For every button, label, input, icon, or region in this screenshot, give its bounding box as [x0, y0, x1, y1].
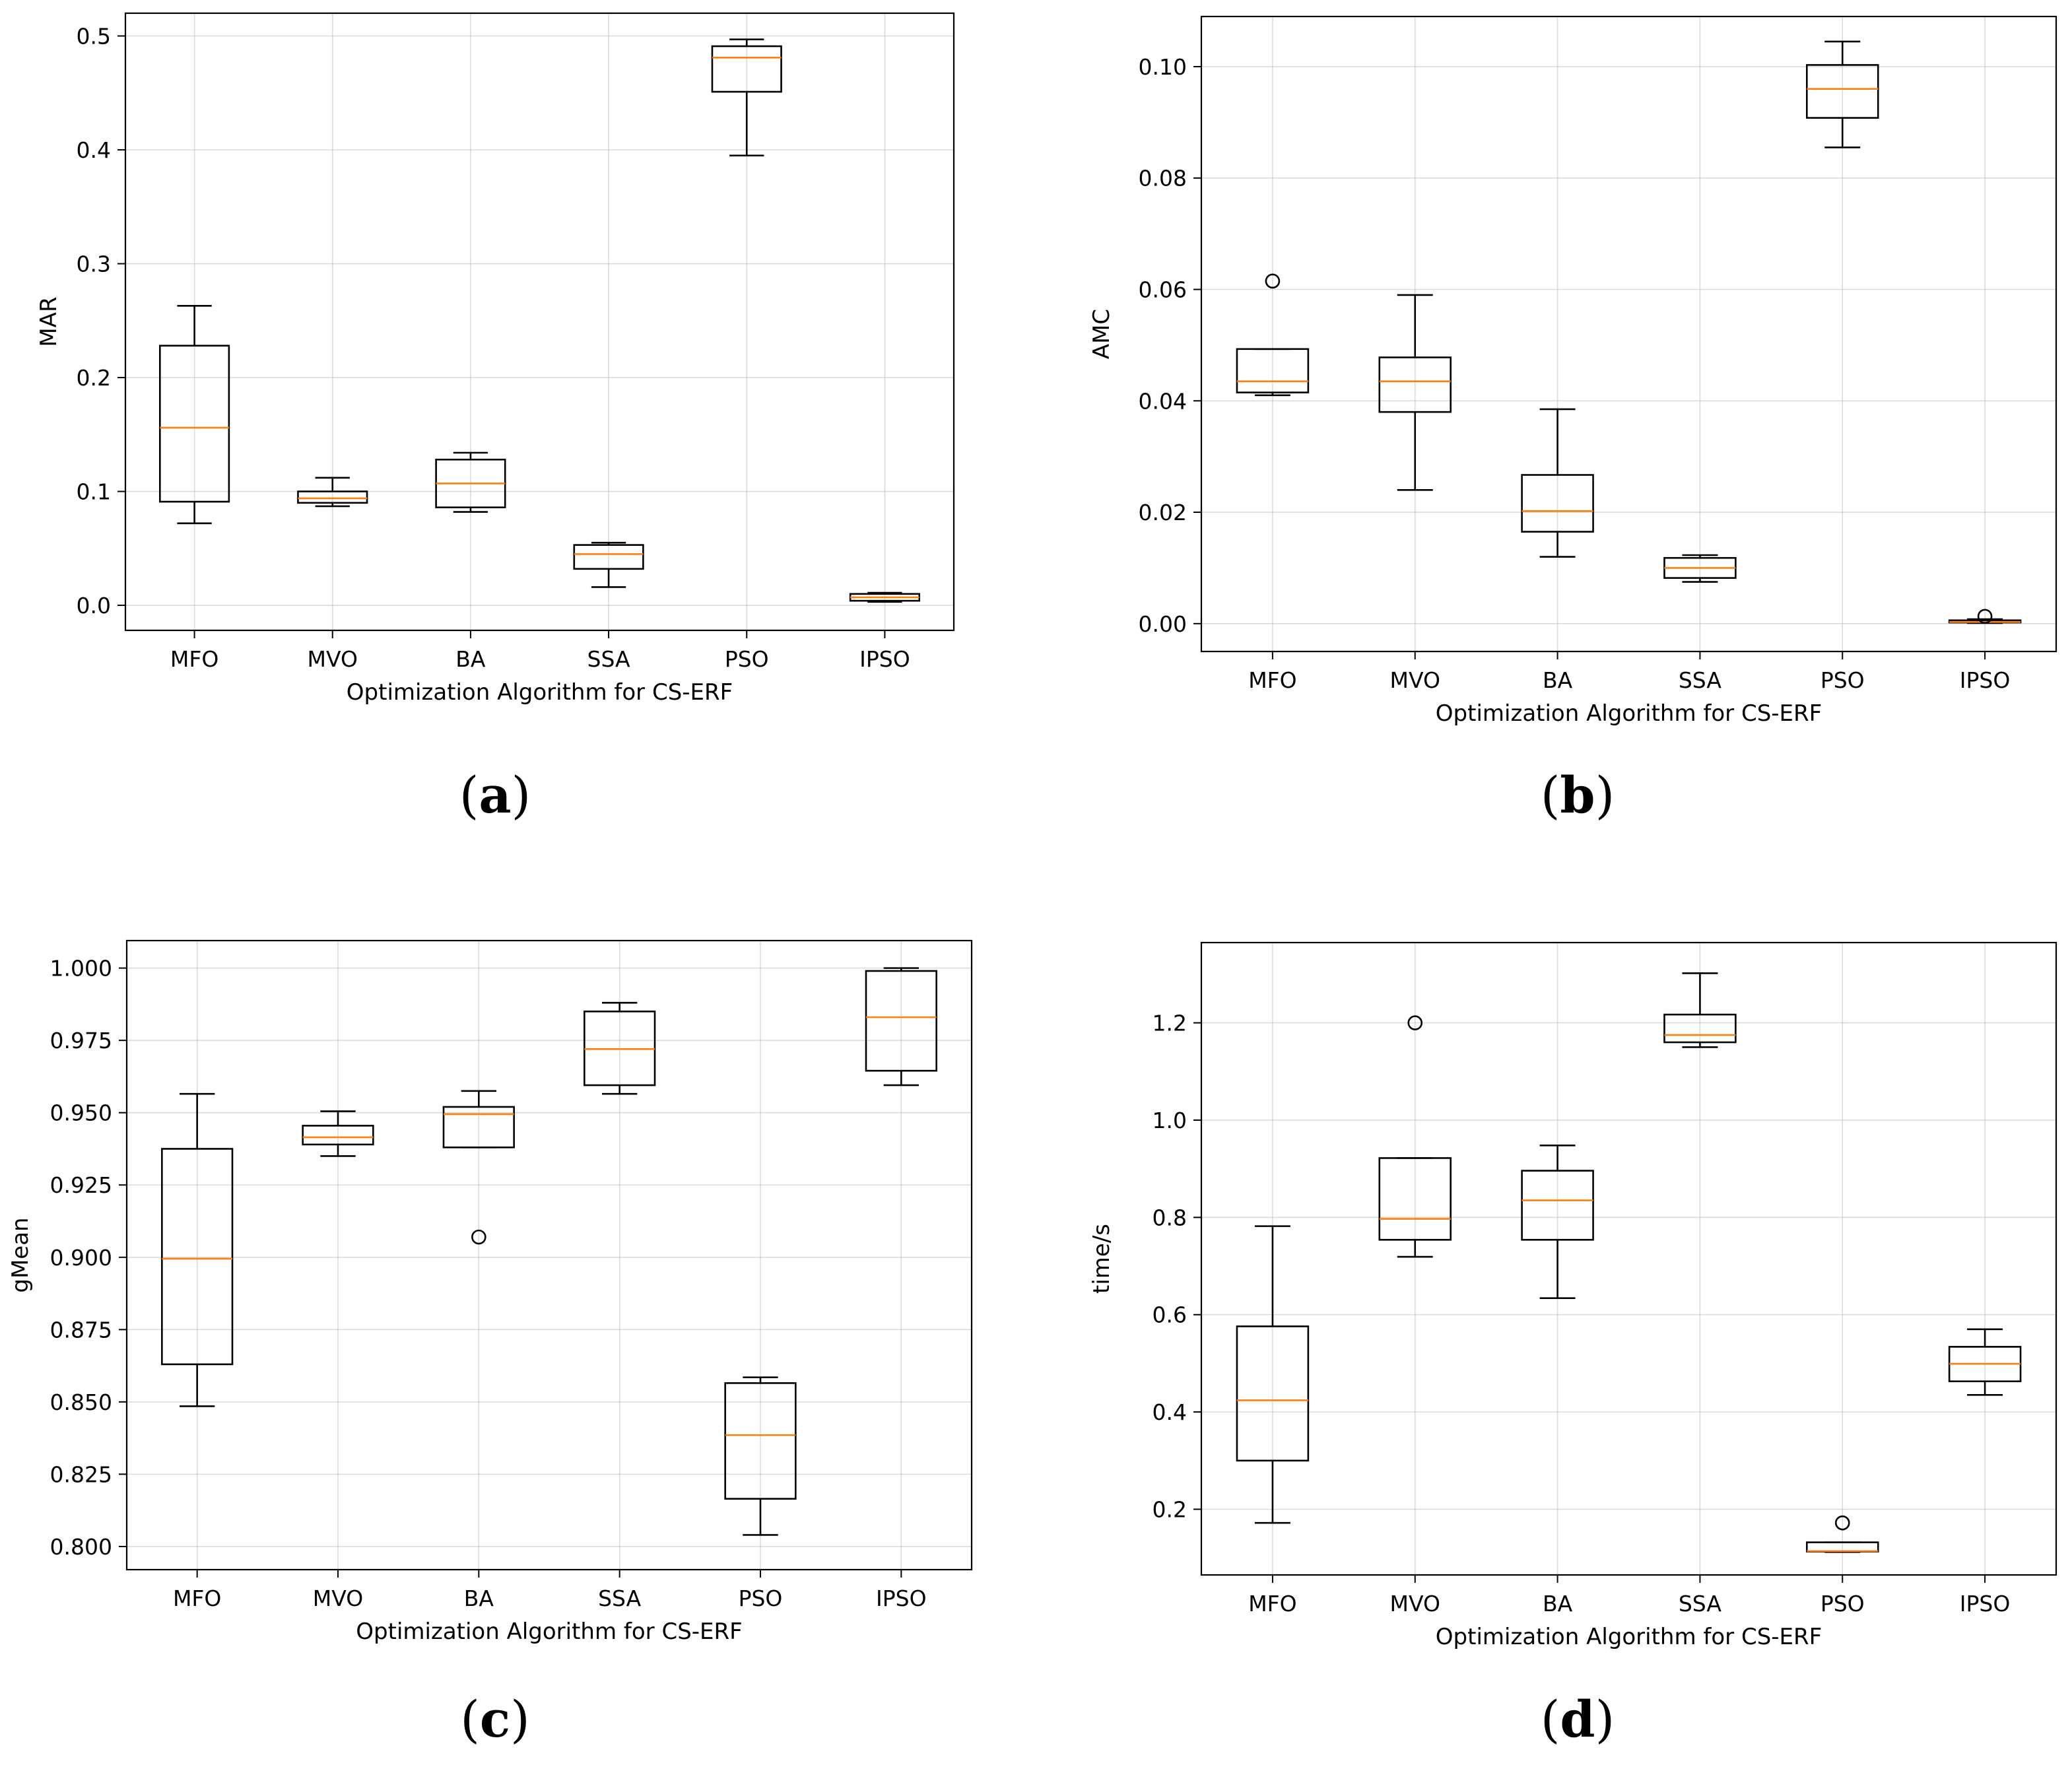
ytick-label: 0.1 [77, 479, 111, 505]
plot-frame [1200, 15, 2057, 653]
ytick-label: 0.00 [1139, 611, 1187, 637]
chart-a: 0.0 0.1 0.2 0.3 0.4 0.5 MFO MVO BA SSA PSO IPSO Opti… [36, 12, 955, 706]
box-ba [442, 1106, 515, 1149]
ytick-label: 0.975 [50, 1028, 112, 1053]
xtick-label-ssa: SSA [1679, 667, 1722, 693]
ytick-label: 0.2 [1153, 1497, 1187, 1523]
xtick-label-ssa: SSA [587, 646, 631, 672]
ytick-label: 0.3 [77, 251, 111, 277]
box-mfo [1236, 348, 1310, 393]
ytick-label: 1.000 [50, 956, 112, 982]
xtick-label-mvo: MVO [1390, 667, 1440, 693]
xtick-label-mfo: MFO [1248, 667, 1296, 693]
xtick-label-mvo: MVO [313, 1585, 363, 1611]
xtick-label-pso: PSO [739, 1585, 783, 1611]
ytick-label: 0.925 [50, 1172, 112, 1198]
box-mvo [1378, 1157, 1452, 1241]
xtick-label-mfo: MFO [1248, 1591, 1296, 1617]
y-axis-label: MAR [36, 296, 62, 347]
plot-frame [1200, 941, 2057, 1576]
x-axis-label: Optimization Algorithm for CS-ERF [1436, 700, 1822, 727]
xtick-label-pso: PSO [1821, 1591, 1865, 1617]
box-ssa [1663, 1013, 1737, 1044]
chart-b: 0.00 0.02 0.04 0.06 0.08 0.10 MFO MVO BA SSA PSO IP… [1088, 15, 2057, 727]
ytick-label: 1.0 [1153, 1108, 1187, 1133]
ytick-label: 0.4 [1153, 1399, 1187, 1425]
ytick-label: 0.02 [1139, 500, 1187, 525]
ytick-label: 0.0 [77, 593, 111, 618]
xtick-label-mvo: MVO [308, 646, 358, 672]
ytick-label: 0.4 [77, 137, 111, 163]
plot-frame [124, 12, 955, 632]
box-mvo [297, 490, 368, 504]
ytick-label: 0.04 [1139, 388, 1187, 414]
box-pso [724, 1382, 797, 1500]
x-axis-label: Optimization Algorithm for CS-ERF [356, 1618, 742, 1645]
flier-pso [1834, 1515, 1850, 1531]
ytick-label: 0.875 [50, 1317, 112, 1343]
ytick-label: 0.10 [1139, 54, 1187, 80]
y-axis-label: time/s [1088, 1224, 1115, 1294]
caption-a: (a) [459, 766, 531, 824]
box-ipso [865, 970, 937, 1072]
box-pso [1805, 64, 1879, 119]
ytick-label: 0.825 [50, 1461, 112, 1487]
xtick-label-ipso: IPSO [859, 646, 910, 672]
y-axis-label: AMC [1088, 309, 1115, 359]
xtick-label-ba: BA [1543, 667, 1573, 693]
flier-mvo [1407, 1015, 1423, 1030]
ytick-label: 1.2 [1153, 1011, 1187, 1036]
xtick-label-mfo: MFO [170, 646, 218, 672]
ytick-label: 0.950 [50, 1100, 112, 1126]
ytick-label: 0.8 [1153, 1205, 1187, 1230]
ytick-label: 0.08 [1139, 166, 1187, 191]
flier-mfo [1265, 273, 1281, 289]
xtick-label-mvo: MVO [1390, 1591, 1440, 1617]
xtick-label-ssa: SSA [1679, 1591, 1722, 1617]
xtick-label-ipso: IPSO [1960, 667, 2011, 693]
xtick-label-ipso: IPSO [1960, 1591, 2011, 1617]
xtick-label-ba: BA [455, 646, 486, 672]
ytick-label: 0.06 [1139, 277, 1187, 302]
box-ba [1521, 1170, 1594, 1241]
ytick-label: 0.850 [50, 1389, 112, 1415]
xtick-label-ipso: IPSO [876, 1585, 927, 1611]
flier-ba [471, 1229, 486, 1245]
xtick-label-pso: PSO [725, 646, 769, 672]
ytick-label: 0.2 [77, 365, 111, 391]
box-mfo [161, 1148, 234, 1366]
ytick-label: 0.800 [50, 1534, 112, 1560]
xtick-label-ba: BA [1543, 1591, 1573, 1617]
box-mfo [1236, 1325, 1310, 1462]
caption-b: (b) [1540, 766, 1615, 824]
y-axis-label: gMean [7, 1217, 34, 1292]
xtick-label-ssa: SSA [598, 1585, 642, 1611]
ytick-label: 0.900 [50, 1245, 112, 1271]
box-ba [1521, 474, 1594, 533]
box-ssa [573, 544, 644, 570]
flier-ipso [1977, 609, 1993, 624]
caption-d: (d) [1540, 1690, 1615, 1749]
box-mvo [302, 1125, 374, 1146]
ytick-label: 0.6 [1153, 1302, 1187, 1328]
box-mfo [158, 345, 230, 503]
caption-c: (c) [460, 1690, 530, 1749]
x-axis-label: Optimization Algorithm for CS-ERF [1436, 1624, 1822, 1650]
ytick-label: 0.5 [77, 24, 111, 50]
x-axis-label: Optimization Algorithm for CS-ERF [347, 679, 733, 706]
chart-c: 0.800 0.825 0.850 0.875 0.900 0.925 0.950 0.975… [7, 939, 973, 1645]
plot-frame [125, 939, 973, 1571]
xtick-label-mfo: MFO [173, 1585, 221, 1611]
xtick-label-pso: PSO [1821, 667, 1865, 693]
box-pso [711, 45, 782, 93]
xtick-label-ba: BA [464, 1585, 494, 1611]
chart-d: 0.2 0.4 0.6 0.8 1.0 1.2 MFO MVO BA SSA PSO IPSO Opti… [1088, 941, 2057, 1650]
box-mvo [1378, 356, 1452, 413]
